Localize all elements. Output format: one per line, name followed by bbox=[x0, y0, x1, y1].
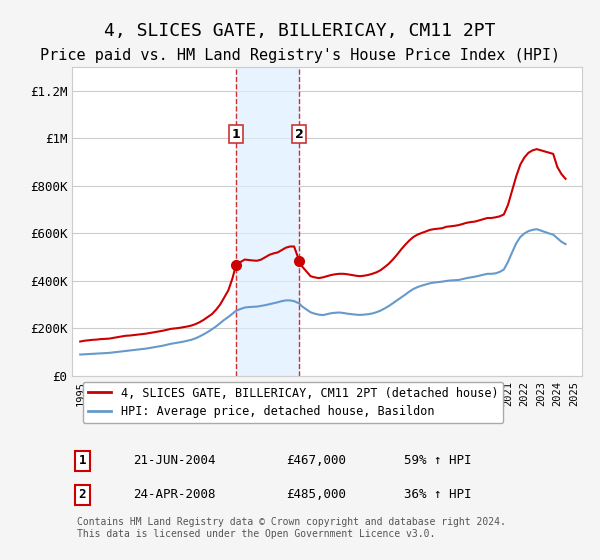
Text: 59% ↑ HPI: 59% ↑ HPI bbox=[404, 454, 471, 467]
Text: 4, SLICES GATE, BILLERICAY, CM11 2PT: 4, SLICES GATE, BILLERICAY, CM11 2PT bbox=[104, 22, 496, 40]
Legend: 4, SLICES GATE, BILLERICAY, CM11 2PT (detached house), HPI: Average price, detac: 4, SLICES GATE, BILLERICAY, CM11 2PT (de… bbox=[83, 382, 503, 423]
Text: 36% ↑ HPI: 36% ↑ HPI bbox=[404, 488, 471, 501]
Bar bbox=[236, 67, 299, 376]
Text: £467,000: £467,000 bbox=[286, 454, 346, 467]
Text: Price paid vs. HM Land Registry's House Price Index (HPI): Price paid vs. HM Land Registry's House … bbox=[40, 48, 560, 63]
Text: £485,000: £485,000 bbox=[286, 488, 346, 501]
Text: 1: 1 bbox=[79, 454, 86, 467]
Text: 2: 2 bbox=[295, 128, 304, 141]
Text: 24-APR-2008: 24-APR-2008 bbox=[133, 488, 216, 501]
Text: 1: 1 bbox=[232, 128, 241, 141]
Text: 2: 2 bbox=[79, 488, 86, 501]
Text: 21-JUN-2004: 21-JUN-2004 bbox=[133, 454, 216, 467]
Text: Contains HM Land Registry data © Crown copyright and database right 2024.
This d: Contains HM Land Registry data © Crown c… bbox=[77, 517, 506, 539]
